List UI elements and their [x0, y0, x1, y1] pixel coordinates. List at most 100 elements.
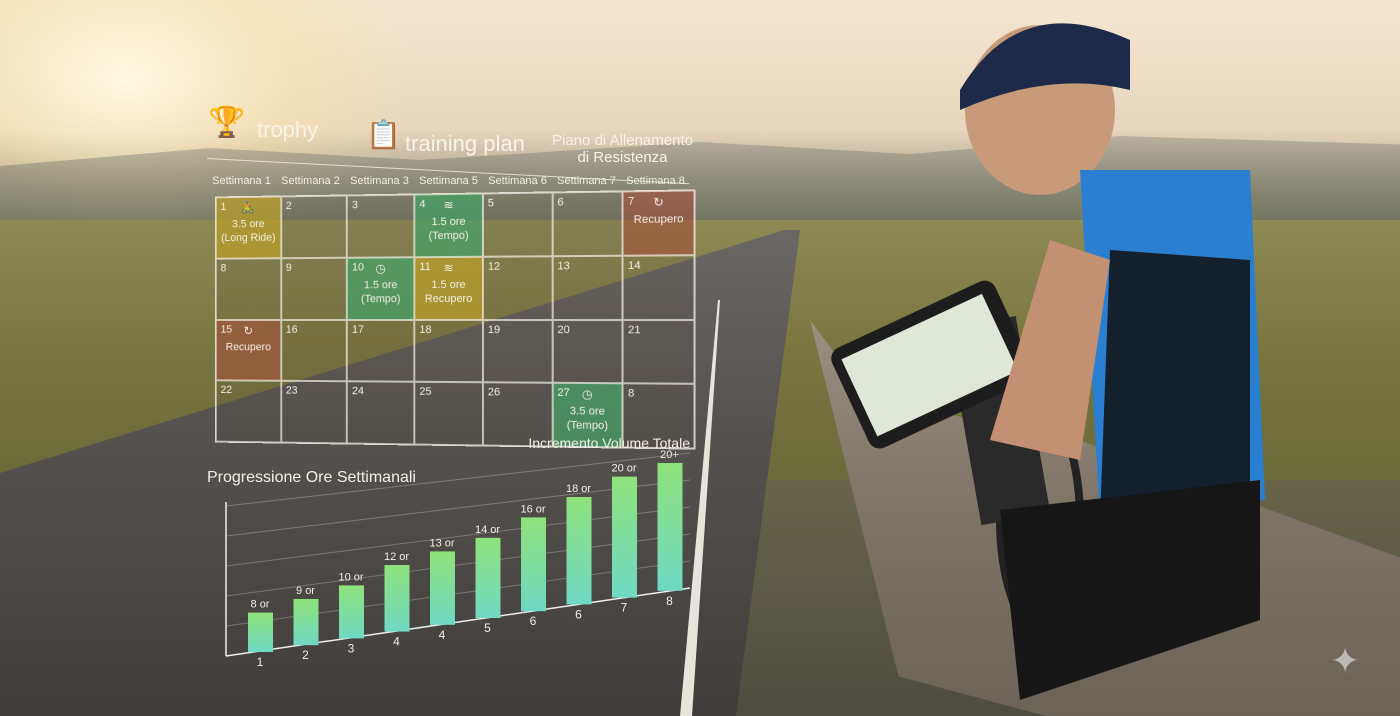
- day-number: 16: [285, 323, 298, 336]
- day-number: 17: [352, 323, 364, 336]
- cyclist: [831, 23, 1265, 700]
- week-header: Settimana 3: [350, 175, 409, 187]
- bar-label: 13 or: [429, 537, 454, 549]
- recovery-icon: ↻: [653, 194, 664, 210]
- calendar-day[interactable]: 4 ≋ 1.5 ore (Tempo): [414, 193, 483, 257]
- x-tick-label: 8: [666, 594, 673, 608]
- calendar-day[interactable]: 16: [280, 319, 348, 382]
- bar: [475, 537, 501, 618]
- calendar-day[interactable]: 2: [280, 195, 348, 258]
- bar: [657, 463, 683, 591]
- day-number: 12: [487, 260, 501, 273]
- bar: [430, 551, 455, 625]
- x-tick-label: 1: [257, 655, 264, 669]
- calendar-day[interactable]: 7 ↻ Recupero: [622, 190, 695, 256]
- bar-label: 8 or: [251, 599, 270, 611]
- speed-icon: ≋: [443, 260, 454, 275]
- workout-text: 1.5 ore Recupero: [424, 278, 473, 305]
- chart-subtitle: Incremento Volume Totale: [528, 435, 690, 451]
- calendar-day[interactable]: 9: [280, 257, 348, 320]
- x-tick-label: 4: [393, 635, 400, 649]
- bar: [612, 476, 637, 598]
- day-number: 18: [419, 323, 432, 336]
- day-number: 22: [220, 384, 233, 397]
- bar-label: 20 or: [611, 463, 636, 475]
- week-header: Settimana 7: [557, 175, 616, 187]
- bar-label: 10 or: [338, 571, 363, 583]
- training-plan-label: training plan: [405, 131, 525, 156]
- day-number: 21: [627, 323, 641, 336]
- day-number: 13: [557, 259, 570, 273]
- day-number: 5: [487, 197, 494, 210]
- x-tick-label: 7: [621, 601, 628, 615]
- plan-title: Piano di Allenamento di Resistenza: [552, 132, 693, 166]
- workout-text: Recupero: [633, 213, 684, 227]
- day-number: 6: [557, 196, 564, 209]
- x-tick-label: 4: [439, 628, 446, 642]
- calendar-day[interactable]: 14: [622, 254, 695, 320]
- bar: [248, 612, 273, 652]
- day-number: 3: [352, 199, 359, 212]
- calendar-day[interactable]: 8: [215, 257, 281, 320]
- calendar-day[interactable]: 5: [482, 192, 553, 257]
- calendar-day[interactable]: 15 ↻ Recupero: [215, 319, 281, 382]
- training-calendar: 1 🚴 3.5 ore (Long Ride) 2 3 4 ≋ 1.5 ore (Tempo)…: [214, 189, 696, 450]
- day-number: 8: [220, 262, 227, 274]
- day-number: 26: [487, 386, 501, 399]
- bar: [293, 599, 319, 646]
- calendar-day[interactable]: 20: [552, 319, 623, 384]
- workout-text: 3.5 ore (Long Ride): [221, 218, 276, 245]
- clipboard-icon: 📋: [366, 119, 401, 150]
- x-tick-label: 6: [575, 607, 582, 621]
- bar-label: 18 or: [566, 483, 591, 495]
- week-header: Settimana 5: [419, 175, 478, 187]
- workout-text: 1.5 ore (Tempo): [360, 278, 401, 305]
- bar: [339, 585, 364, 639]
- day-number: 14: [627, 259, 641, 272]
- x-tick-label: 2: [302, 648, 309, 662]
- calendar-day[interactable]: 1 🚴 3.5 ore (Long Ride): [215, 196, 281, 259]
- week-header: Settimana 1: [212, 175, 271, 187]
- calendar-day[interactable]: 19: [482, 319, 553, 384]
- day-number: 19: [487, 323, 501, 336]
- clock-icon: ◷: [375, 261, 386, 276]
- day-number: 20: [557, 323, 570, 336]
- x-tick-label: 3: [348, 641, 355, 655]
- bar: [566, 497, 592, 605]
- workout-text: 1.5 ore (Tempo): [428, 215, 469, 243]
- calendar-day[interactable]: 21: [622, 319, 695, 385]
- weekly-hours-chart: Progressione Ore Settimanali Incremento V…: [207, 435, 691, 669]
- trophy-icon: 🏆: [208, 106, 246, 139]
- clock-icon: ◷: [581, 387, 593, 402]
- calendar-day[interactable]: 6: [552, 191, 623, 256]
- calendar-day[interactable]: 12: [482, 255, 553, 320]
- bar: [384, 565, 410, 632]
- day-number: 25: [419, 386, 432, 399]
- speed-icon: ≋: [443, 197, 454, 213]
- calendar-day[interactable]: 11 ≋ 1.5 ore Recupero: [414, 256, 483, 320]
- day-number: 23: [285, 384, 298, 397]
- trophy-label: trophy: [257, 117, 319, 142]
- bar-label: 9 or: [296, 585, 315, 597]
- calendar-day[interactable]: 10 ◷ 1.5 ore (Tempo): [347, 256, 415, 320]
- bar-label: 20+: [660, 449, 679, 461]
- day-number: 2: [285, 200, 292, 213]
- day-number: 9: [285, 261, 292, 274]
- bar-label: 14 or: [475, 524, 500, 536]
- recovery-icon: ↻: [243, 323, 254, 338]
- calendar-day[interactable]: 3: [347, 194, 415, 258]
- bike-icon: 🚴: [241, 200, 256, 215]
- x-tick-label: 6: [530, 614, 537, 628]
- week-header: Settimana 8: [626, 175, 685, 187]
- calendar-day[interactable]: 17: [347, 319, 415, 383]
- workout-text: Recupero: [225, 340, 271, 353]
- bar: [521, 517, 546, 612]
- x-tick-label: 5: [484, 621, 491, 635]
- calendar-day[interactable]: 13: [552, 255, 623, 320]
- bar-label: 12 or: [384, 551, 409, 563]
- gridline: [225, 452, 691, 507]
- day-number: 24: [352, 385, 364, 398]
- calendar-day[interactable]: 18: [414, 319, 483, 383]
- day-number: 8: [627, 387, 635, 400]
